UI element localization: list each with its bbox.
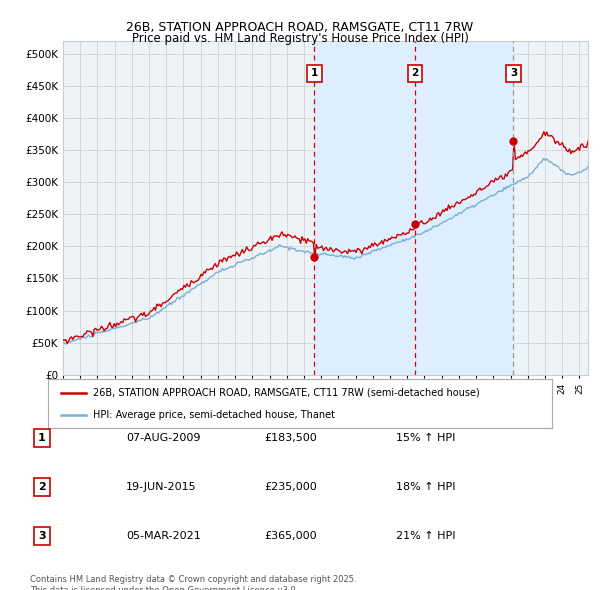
Text: 1: 1 [311, 68, 318, 78]
Text: 19-JUN-2015: 19-JUN-2015 [126, 482, 197, 491]
Text: HPI: Average price, semi-detached house, Thanet: HPI: Average price, semi-detached house,… [94, 409, 335, 419]
Text: 1: 1 [38, 433, 46, 442]
Text: 3: 3 [38, 531, 46, 540]
Text: 21% ↑ HPI: 21% ↑ HPI [396, 531, 455, 540]
Text: 2: 2 [38, 482, 46, 491]
Text: £235,000: £235,000 [264, 482, 317, 491]
Text: 18% ↑ HPI: 18% ↑ HPI [396, 482, 455, 491]
Text: £365,000: £365,000 [264, 531, 317, 540]
Text: Price paid vs. HM Land Registry's House Price Index (HPI): Price paid vs. HM Land Registry's House … [131, 32, 469, 45]
Text: 3: 3 [510, 68, 517, 78]
Text: Contains HM Land Registry data © Crown copyright and database right 2025.
This d: Contains HM Land Registry data © Crown c… [30, 575, 356, 590]
Text: £183,500: £183,500 [264, 433, 317, 442]
Text: 26B, STATION APPROACH ROAD, RAMSGATE, CT11 7RW: 26B, STATION APPROACH ROAD, RAMSGATE, CT… [127, 21, 473, 34]
Text: 07-AUG-2009: 07-AUG-2009 [126, 433, 200, 442]
Text: 2: 2 [412, 68, 419, 78]
Text: 15% ↑ HPI: 15% ↑ HPI [396, 433, 455, 442]
Bar [314, 41, 514, 375]
Text: 26B, STATION APPROACH ROAD, RAMSGATE, CT11 7RW (semi-detached house): 26B, STATION APPROACH ROAD, RAMSGATE, CT… [94, 388, 480, 398]
Text: 05-MAR-2021: 05-MAR-2021 [126, 531, 201, 540]
